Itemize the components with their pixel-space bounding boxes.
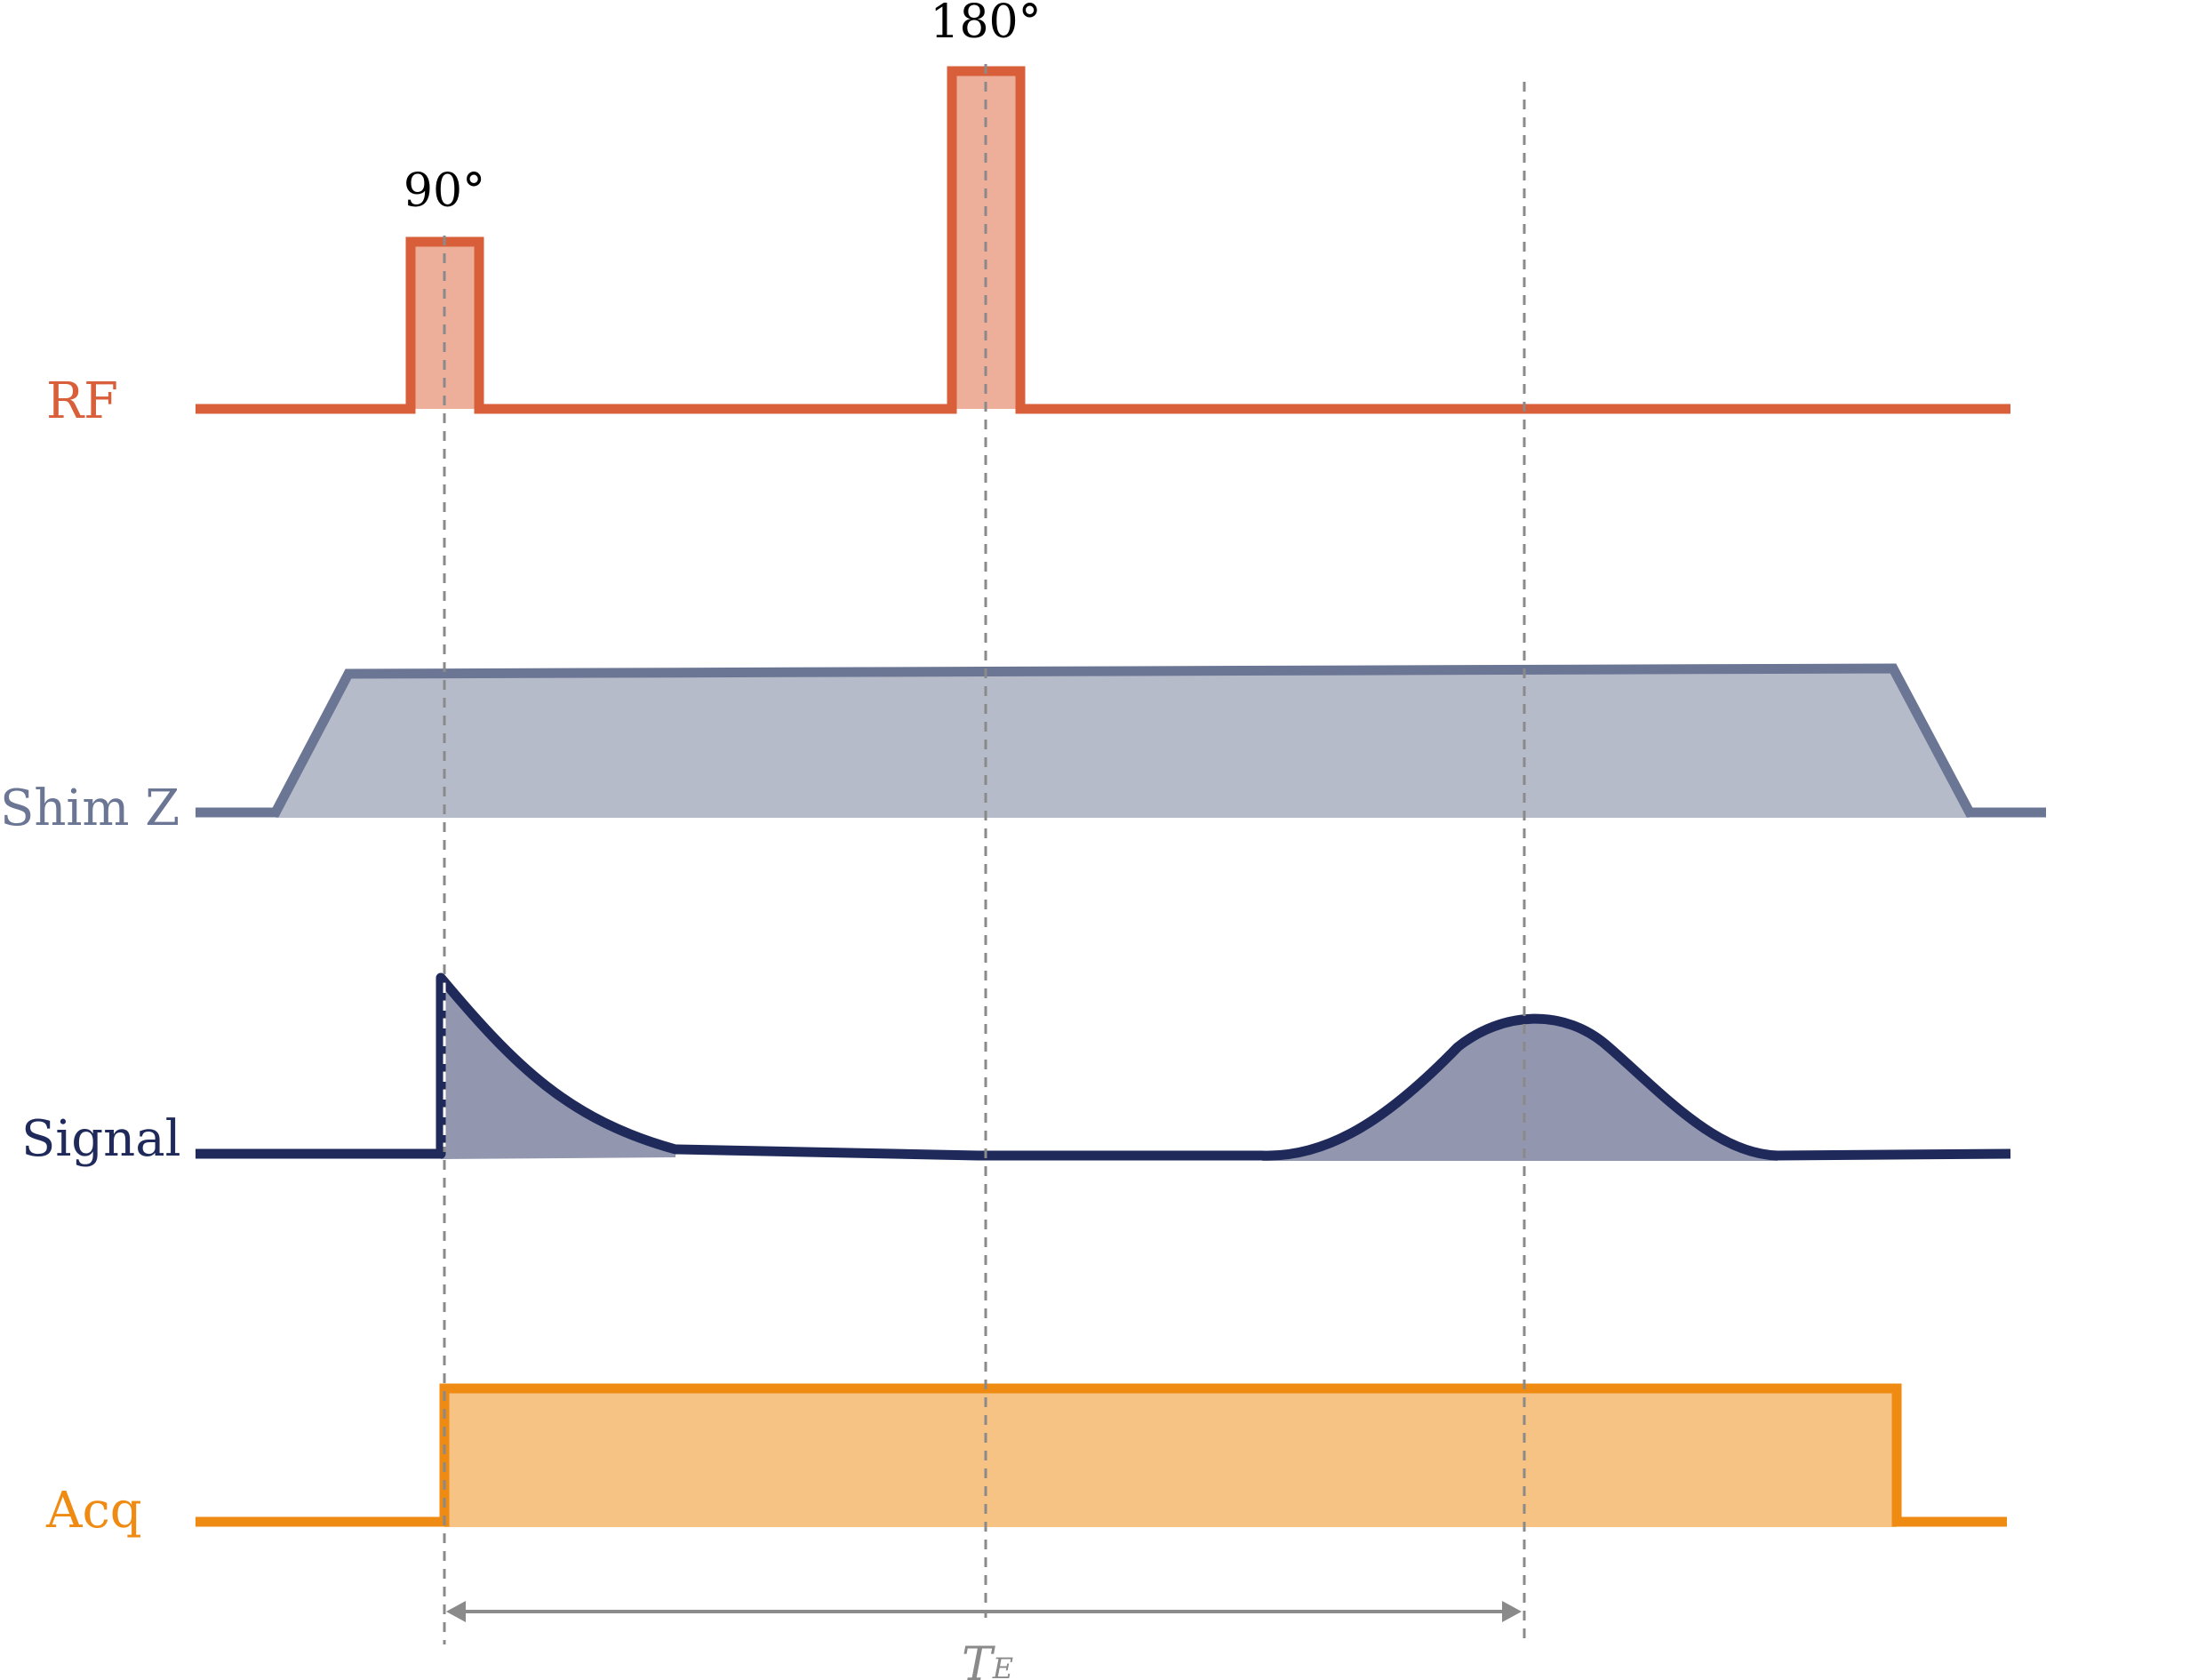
echo-time-symbol: T (962, 1638, 995, 1680)
echo-time-arrow (446, 1601, 1522, 1622)
signal-channel (196, 972, 2011, 1161)
signal-waveform (196, 972, 2011, 1161)
echo-time-subscript: E (992, 1652, 1013, 1680)
acq-channel (196, 1383, 2007, 1527)
acq-fill (444, 1388, 1897, 1527)
rf-label: RF (46, 372, 118, 430)
timing-guides (443, 64, 1526, 1644)
rf-waveform (196, 66, 2010, 414)
shim-z-label: Shim Z (0, 780, 180, 837)
acq-waveform (196, 1383, 2007, 1527)
shim-z-channel (196, 663, 2046, 818)
pulse-180-label: 180° (930, 0, 1041, 49)
rf-channel (196, 66, 2010, 414)
acq-label: Acq (45, 1482, 142, 1540)
signal-label: Signal (21, 1110, 180, 1168)
shim-z-fill (276, 668, 1970, 818)
pulse-90-label: 90° (404, 164, 485, 218)
echo-time-label: TE (962, 1638, 1013, 1680)
te-arrow-head-right (1502, 1601, 1522, 1622)
signal-echo-fill (1262, 1020, 1778, 1161)
te-arrow-head-left (446, 1601, 466, 1622)
signal-fid-fill (441, 978, 675, 1159)
shim-z-waveform (196, 663, 2046, 818)
